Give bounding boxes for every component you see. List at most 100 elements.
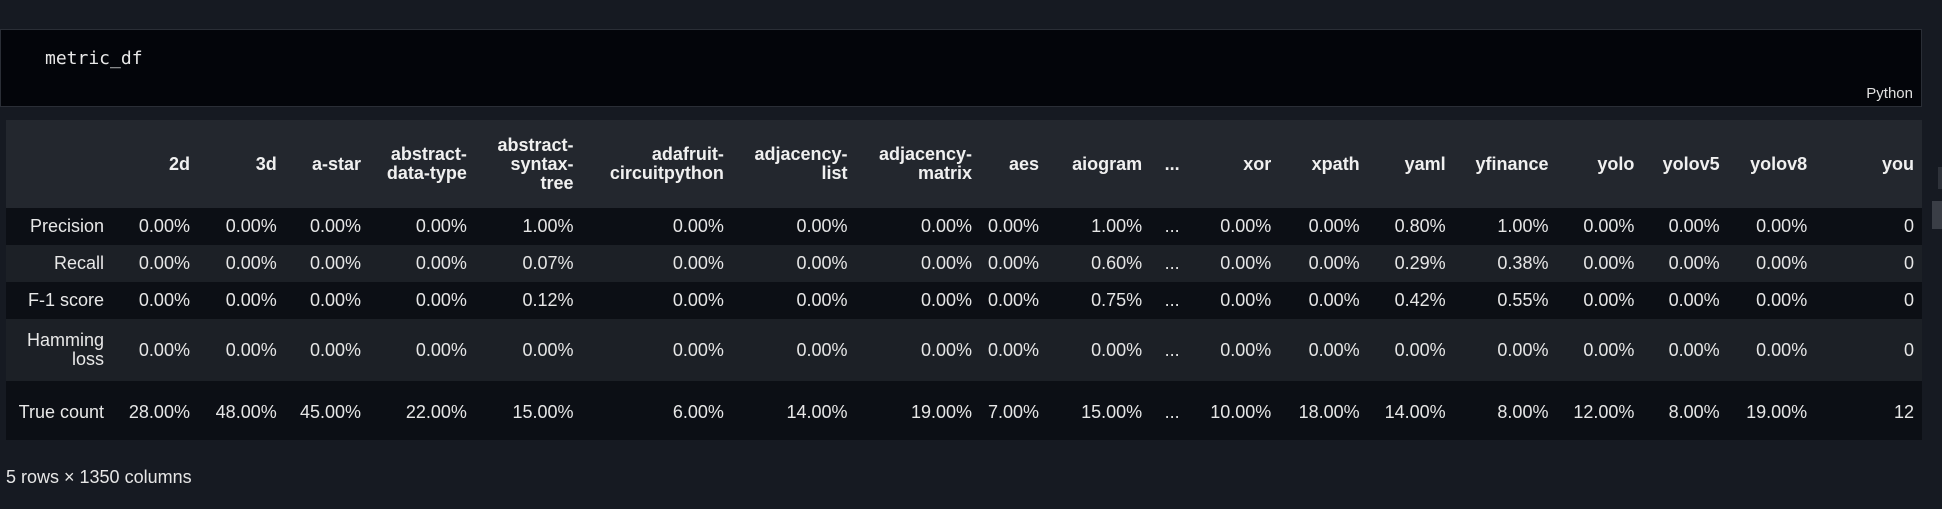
table-cell: ...: [1164, 253, 1180, 273]
table-cell: 1.00%: [1497, 216, 1549, 236]
column-header: aiogram: [1072, 153, 1143, 174]
table-cell: 0.00%: [225, 339, 277, 360]
table-cell: 19.00%: [910, 401, 972, 422]
table-cell: 0: [1903, 339, 1914, 360]
column-header: adafruit-circuitpython: [609, 144, 724, 183]
column-header: abstract-syntax-tree: [497, 134, 574, 193]
table-cell: 0.00%: [1583, 253, 1635, 273]
table-cell: 6.00%: [672, 401, 724, 422]
table-cell: 0.00%: [920, 290, 972, 310]
table-cell: 0.00%: [1583, 216, 1635, 236]
table-cell: 0.00%: [672, 290, 724, 310]
table-cell: 0.00%: [1583, 290, 1635, 310]
table-row: Precision 0.00% 0.00% 0.00% 0.00% 1.00% 0.00% 0…: [6, 208, 1922, 245]
table-cell: 7.00%: [988, 401, 1040, 422]
column-header: xor: [1243, 153, 1272, 174]
row-label: Precision: [29, 216, 105, 236]
table-row: Hamming loss 0.00% 0.00% 0.00% 0.00% 0.00% 0.0…: [6, 319, 1922, 381]
table-cell: ...: [1164, 216, 1180, 236]
table-cell: 0.00%: [920, 253, 972, 273]
table-cell: 0.00%: [1308, 253, 1360, 273]
table-cell: 0.00%: [1220, 253, 1272, 273]
dataframe-table: 2d 3d a-star abstract-data-type abstract-syn…: [6, 120, 1922, 440]
table-cell: 18.00%: [1298, 401, 1360, 422]
table-cell: 0: [1903, 253, 1914, 273]
column-header: aes: [1009, 153, 1040, 174]
header-row: 2d 3d a-star abstract-data-type abstract-syn…: [6, 120, 1922, 208]
column-header: abstract-data-type: [386, 144, 467, 183]
table-cell: 12.00%: [1573, 401, 1635, 422]
table-cell: 0.60%: [1091, 253, 1143, 273]
table-cell: 0.00%: [225, 253, 277, 273]
table-cell: 0.00%: [1220, 339, 1272, 360]
vertical-scrollbar-thumb[interactable]: [1932, 201, 1942, 229]
table-cell: 0.55%: [1497, 290, 1549, 310]
table-cell: 10.00%: [1210, 401, 1272, 422]
table-cell: 0.00%: [1308, 290, 1360, 310]
table-cell: 0.00%: [988, 253, 1040, 273]
table-cell: ...: [1164, 290, 1180, 310]
index-header: [6, 120, 112, 208]
table-cell: 0.80%: [1394, 216, 1446, 236]
column-header: yolo: [1597, 153, 1635, 174]
table-cell: 0.00%: [1668, 253, 1720, 273]
table-cell: 8.00%: [1497, 401, 1549, 422]
code-text[interactable]: metric_df: [45, 48, 143, 69]
column-header: yolov8: [1750, 153, 1808, 174]
table-cell: 0.00%: [1756, 253, 1808, 273]
table-cell: 0.00%: [1308, 216, 1360, 236]
table-cell: 0.00%: [225, 216, 277, 236]
table-cell: 0.75%: [1091, 290, 1143, 310]
table-cell: ...: [1164, 339, 1180, 360]
language-label[interactable]: Python: [1866, 85, 1913, 102]
table-cell: 12: [1893, 401, 1914, 422]
scroll-marker: [1938, 167, 1942, 189]
table-cell: 0.00%: [1756, 339, 1808, 360]
table-cell: 0.00%: [1668, 216, 1720, 236]
table-cell: 0: [1903, 216, 1914, 236]
table-cell: 0.00%: [796, 253, 848, 273]
table-cell: 0.00%: [1756, 290, 1808, 310]
table-cell: 14.00%: [1384, 401, 1446, 422]
table-cell: 0.00%: [672, 216, 724, 236]
table-cell: 0.00%: [672, 253, 724, 273]
dataframe-output: 2d 3d a-star abstract-data-type abstract-syn…: [6, 120, 1922, 440]
table-cell: 0.00%: [1220, 216, 1272, 236]
column-header: you: [1881, 153, 1914, 174]
table-cell: 0.00%: [920, 339, 972, 360]
table-cell: 0.00%: [988, 339, 1040, 360]
table-cell: 0.00%: [1668, 290, 1720, 310]
table-cell: 0.38%: [1497, 253, 1549, 273]
table-cell: 0.00%: [415, 216, 467, 236]
table-row: Recall 0.00% 0.00% 0.00% 0.00% 0.07% 0.00% 0.00…: [6, 245, 1922, 282]
table-cell: 1.00%: [1091, 216, 1143, 236]
column-header: yolov5: [1662, 153, 1720, 174]
column-header: 3d: [255, 153, 277, 174]
table-cell: 22.00%: [405, 401, 467, 422]
table-cell: 0.00%: [1668, 339, 1720, 360]
table-cell: 28.00%: [128, 401, 190, 422]
table-cell: 19.00%: [1746, 401, 1808, 422]
table-cell: 0.00%: [1583, 339, 1635, 360]
table-cell: 0.00%: [1756, 216, 1808, 236]
table-cell: 0.00%: [988, 290, 1040, 310]
table-cell: 0.00%: [1497, 339, 1549, 360]
table-cell: 0.00%: [310, 290, 362, 310]
table-cell: 0.12%: [522, 290, 574, 310]
table-cell: 0.00%: [1308, 339, 1360, 360]
table-cell: 0.00%: [138, 290, 190, 310]
table-cell: 15.00%: [1081, 401, 1143, 422]
table-cell: 0.00%: [310, 339, 362, 360]
table-cell: 0.07%: [522, 253, 574, 273]
table-cell: 0.00%: [310, 216, 362, 236]
column-header: xpath: [1311, 153, 1360, 174]
table-cell: 14.00%: [786, 401, 848, 422]
table-cell: 45.00%: [300, 401, 362, 422]
table-cell: 0.00%: [522, 339, 574, 360]
table-cell: 0.00%: [920, 216, 972, 236]
table-cell: 0.00%: [796, 290, 848, 310]
table-row: F-1 score 0.00% 0.00% 0.00% 0.00% 0.12% 0.00% 0…: [6, 282, 1922, 319]
table-cell: 0.00%: [1091, 339, 1143, 360]
column-header: yfinance: [1475, 153, 1549, 174]
code-cell[interactable]: metric_df Python: [0, 29, 1922, 107]
